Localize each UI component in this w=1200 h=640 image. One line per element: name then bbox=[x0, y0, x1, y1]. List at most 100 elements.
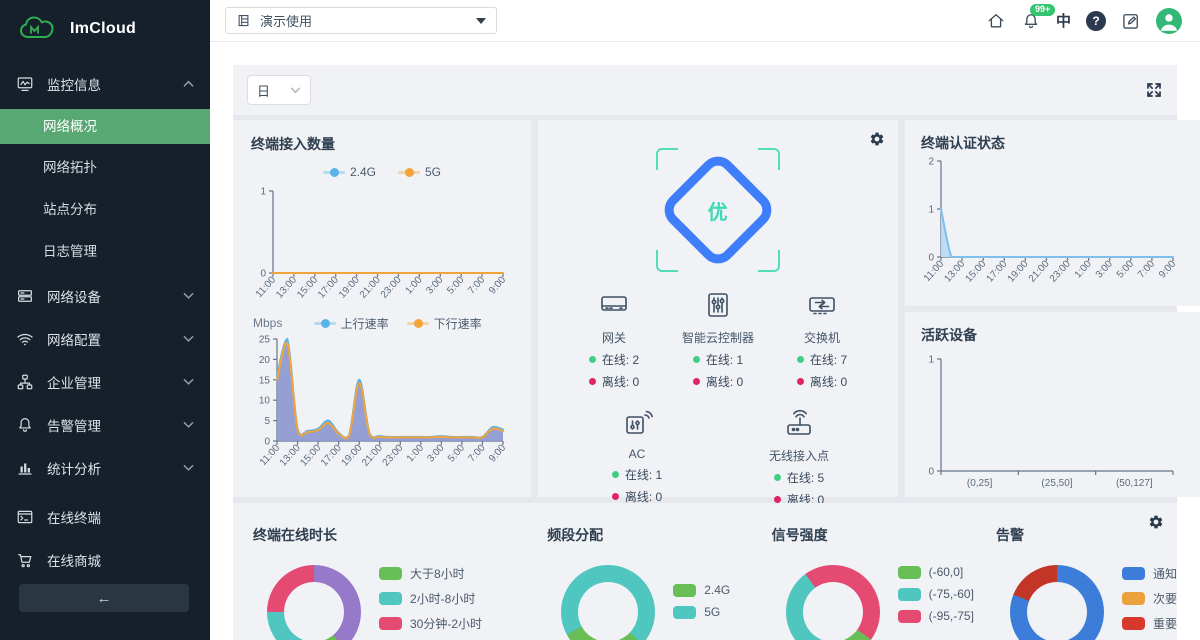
language-toggle[interactable]: 中 bbox=[1055, 13, 1071, 30]
svg-text:1: 1 bbox=[260, 187, 266, 198]
bracket-corner bbox=[656, 148, 678, 170]
svg-text:10: 10 bbox=[259, 396, 271, 407]
settings-gear-icon[interactable] bbox=[1148, 514, 1164, 530]
cloud-controller-icon bbox=[702, 290, 734, 320]
chevron-down-icon bbox=[183, 464, 194, 472]
svg-text:5:00: 5:00 bbox=[446, 442, 467, 464]
org-icon bbox=[16, 373, 34, 391]
legend-item[interactable]: 2小时-8小时 bbox=[379, 590, 482, 607]
legend-item[interactable]: (-75,-60] bbox=[897, 587, 974, 601]
section-title: 终端在线时长 bbox=[253, 527, 337, 543]
legend-item[interactable]: 30分钟-2小时 bbox=[379, 615, 482, 632]
svg-text:17:00: 17:00 bbox=[316, 274, 341, 300]
donut-legend: (-60,0] (-75,-60] (-95,-75] bbox=[897, 565, 974, 640]
svg-text:25: 25 bbox=[259, 335, 271, 346]
legend-item[interactable]: 大于8小时 bbox=[379, 565, 482, 582]
notification-badge: 99+ bbox=[1029, 3, 1056, 16]
monitor-chart-icon bbox=[16, 75, 34, 93]
stat-section-signal-strength: 信号强度 (-60,0] (-75,-60] (-95,-75] bbox=[752, 515, 976, 640]
device-status: 无线接入点 在线: 5 离线: 0 bbox=[747, 408, 851, 508]
device-online-count: 在线: 1 bbox=[585, 466, 689, 483]
sidebar-item-online-mall[interactable]: 在线商城 bbox=[0, 538, 210, 581]
active-devices-chart: 0 1 (0,25] (25,50] (50,127] bbox=[921, 345, 1185, 495]
legend-item[interactable]: (-95,-75] bbox=[897, 609, 974, 623]
health-grade: 优 bbox=[708, 201, 728, 224]
donut-legend: 大于8小时 2小时-8小时 30分钟-2小时 bbox=[379, 565, 482, 640]
section-title: 信号强度 bbox=[771, 527, 828, 543]
device-status: 网关 在线: 2 离线: 0 bbox=[562, 290, 666, 390]
svg-text:0: 0 bbox=[928, 466, 934, 477]
sidebar-item-enterprise-management[interactable]: 企业管理 bbox=[0, 360, 210, 403]
organization-select[interactable]: 演示使用 bbox=[225, 7, 497, 34]
svg-text:7:00: 7:00 bbox=[466, 274, 487, 296]
sidebar-item-statistics-analysis[interactable]: 统计分析 bbox=[0, 446, 210, 489]
svg-text:(0,25]: (0,25] bbox=[967, 478, 993, 489]
feedback-edit-icon[interactable] bbox=[1121, 11, 1141, 31]
sidebar-item-network-config[interactable]: 网络配置 bbox=[0, 317, 210, 360]
device-name: 网关 bbox=[601, 331, 626, 345]
cart-icon bbox=[16, 551, 34, 569]
legend-item[interactable]: 5G bbox=[398, 165, 441, 179]
app-logo[interactable]: ImCloud bbox=[0, 0, 210, 54]
svg-text:0: 0 bbox=[264, 437, 270, 448]
bracket-corner bbox=[758, 148, 780, 170]
settings-gear-icon[interactable] bbox=[869, 131, 885, 147]
section-title: 告警 bbox=[995, 527, 1024, 543]
auth-status-chart: 0 1 2 11:00 13:00 15:00 17:00 19:00 21:00 23:00 1:… bbox=[921, 153, 1185, 297]
organization-icon bbox=[236, 13, 251, 28]
legend-item[interactable]: 重要 bbox=[1121, 615, 1177, 632]
sidebar-item-network-topology[interactable]: 网络拓扑 bbox=[43, 160, 97, 175]
sidebar-item-network-devices[interactable]: 网络设备 bbox=[0, 274, 210, 317]
svg-text:15: 15 bbox=[259, 375, 271, 386]
device-name: 智能云控制器 bbox=[681, 331, 754, 345]
card-title: 活跃设备 bbox=[921, 326, 977, 343]
help-icon[interactable]: ? bbox=[1086, 10, 1106, 31]
legend-item[interactable]: (-60,0] bbox=[897, 565, 974, 579]
period-select[interactable]: 日 bbox=[247, 75, 311, 105]
legend-item[interactable]: 2.4G bbox=[322, 165, 376, 179]
legend-item[interactable]: 2.4G bbox=[673, 583, 730, 597]
chevron-down-icon bbox=[183, 292, 194, 300]
sidebar-item-log-management[interactable]: 日志管理 bbox=[43, 244, 97, 259]
legend-item[interactable]: 5G bbox=[673, 605, 730, 619]
legend-item[interactable]: 下行速率 bbox=[406, 315, 482, 332]
legend-item[interactable]: 次要 bbox=[1121, 590, 1177, 607]
sidebar-item-site-distribution[interactable]: 站点分布 bbox=[43, 202, 97, 217]
svg-text:19:00: 19:00 bbox=[339, 442, 364, 468]
sidebar-collapse-button[interactable]: ← bbox=[19, 584, 189, 612]
svg-text:11:00: 11:00 bbox=[258, 442, 283, 468]
svg-text:11:00: 11:00 bbox=[922, 258, 947, 284]
svg-text:3:00: 3:00 bbox=[1094, 258, 1115, 280]
active-devices-card: 活跃设备 0 1 (0,25] (25,50] (50,127] bbox=[905, 311, 1200, 497]
switch-icon bbox=[806, 290, 838, 320]
network-health-card: 优 网关 在线: 2 离线: 0 智能云控制器 在线: 1 离线: 0 交换机 在线: 7 离线… bbox=[538, 120, 898, 507]
sidebar-item-alarm-management[interactable]: 告警管理 bbox=[0, 403, 210, 446]
svg-text:3:00: 3:00 bbox=[425, 442, 446, 464]
terminal-auth-card: 终端认证状态 0 1 2 11:00 13:00 15:00 17:00 19:00 21:00… bbox=[905, 120, 1200, 306]
svg-text:21:00: 21:00 bbox=[360, 442, 385, 468]
legend-item[interactable]: 上行速率 bbox=[313, 315, 389, 332]
notifications-bell-icon[interactable]: 99+ bbox=[1021, 3, 1056, 31]
svg-text:1: 1 bbox=[928, 205, 934, 216]
svg-text:5: 5 bbox=[264, 416, 270, 427]
device-status: AC 在线: 1 离线: 0 bbox=[585, 408, 689, 508]
chevron-down-icon bbox=[183, 335, 194, 343]
device-online-count: 在线: 2 bbox=[562, 351, 666, 368]
band-allocation-donut bbox=[561, 565, 656, 640]
fullscreen-icon[interactable] bbox=[1145, 81, 1163, 99]
svg-text:9:00: 9:00 bbox=[487, 442, 508, 464]
home-icon[interactable] bbox=[986, 11, 1006, 31]
device-status: 交换机 在线: 7 离线: 0 bbox=[770, 290, 874, 390]
legend-item[interactable]: 通知 bbox=[1121, 565, 1177, 582]
chevron-up-icon bbox=[183, 80, 194, 88]
svg-text:15:00: 15:00 bbox=[298, 442, 323, 468]
svg-text:1:00: 1:00 bbox=[405, 442, 426, 464]
sidebar-item-network-overview[interactable]: 网络概况 bbox=[0, 109, 210, 144]
svg-text:7:00: 7:00 bbox=[466, 442, 487, 464]
user-avatar[interactable] bbox=[1156, 7, 1182, 34]
organization-value: 演示使用 bbox=[260, 14, 313, 29]
sidebar-item-monitoring-info[interactable]: 监控信息 bbox=[0, 62, 210, 105]
card-title: 终端接入数量 bbox=[251, 136, 335, 152]
sidebar-item-online-terminals[interactable]: 在线终端 bbox=[0, 495, 210, 538]
svg-text:0: 0 bbox=[260, 269, 266, 280]
